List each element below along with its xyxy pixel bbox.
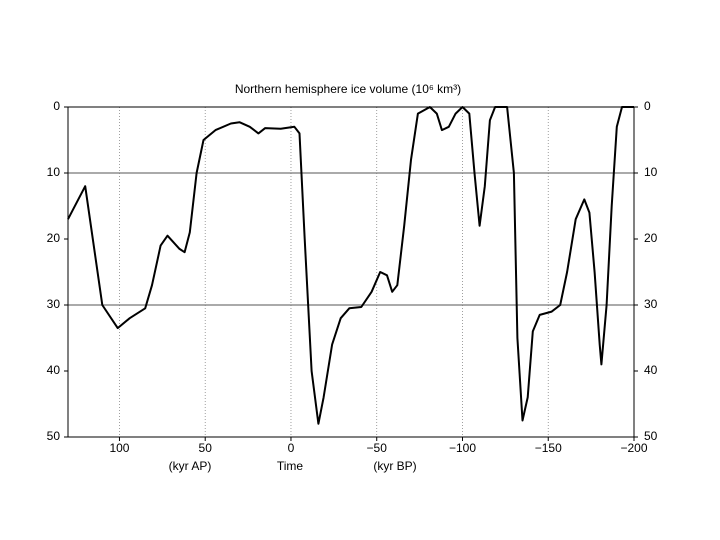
y2-tick-label: 40 — [644, 363, 658, 377]
y-tick-label: 30 — [47, 297, 61, 311]
y2-tick-label: 10 — [644, 165, 658, 179]
y-tick-label: 10 — [47, 165, 61, 179]
y2-tick-label: 50 — [644, 429, 658, 443]
line — [67, 106, 634, 425]
x-tick-label: −150 — [535, 441, 562, 455]
x-tick-label: 100 — [109, 441, 129, 455]
x-tick-label: −50 — [367, 441, 388, 455]
chart-title: Northern hemisphere ice volume (10⁶ km³) — [235, 82, 461, 96]
y-tick-label: 40 — [47, 363, 61, 377]
y-tick-label: 20 — [47, 231, 61, 245]
x-annotation: (kyr BP) — [373, 459, 416, 473]
y-tick-label: 0 — [53, 99, 60, 113]
x-tick-label: 50 — [199, 441, 213, 455]
x-annotation: Time — [277, 459, 304, 473]
y2-tick-label: 0 — [644, 99, 651, 113]
y-tick-label: 50 — [47, 429, 61, 443]
x-annotation: (kyr AP) — [169, 459, 212, 473]
plot-frame — [67, 106, 635, 438]
x-tick-label: −100 — [449, 441, 476, 455]
x-tick-label: 0 — [288, 441, 295, 455]
y2-tick-label: 30 — [644, 297, 658, 311]
x-tick-label: −200 — [620, 441, 647, 455]
y2-tick-label: 20 — [644, 231, 658, 245]
